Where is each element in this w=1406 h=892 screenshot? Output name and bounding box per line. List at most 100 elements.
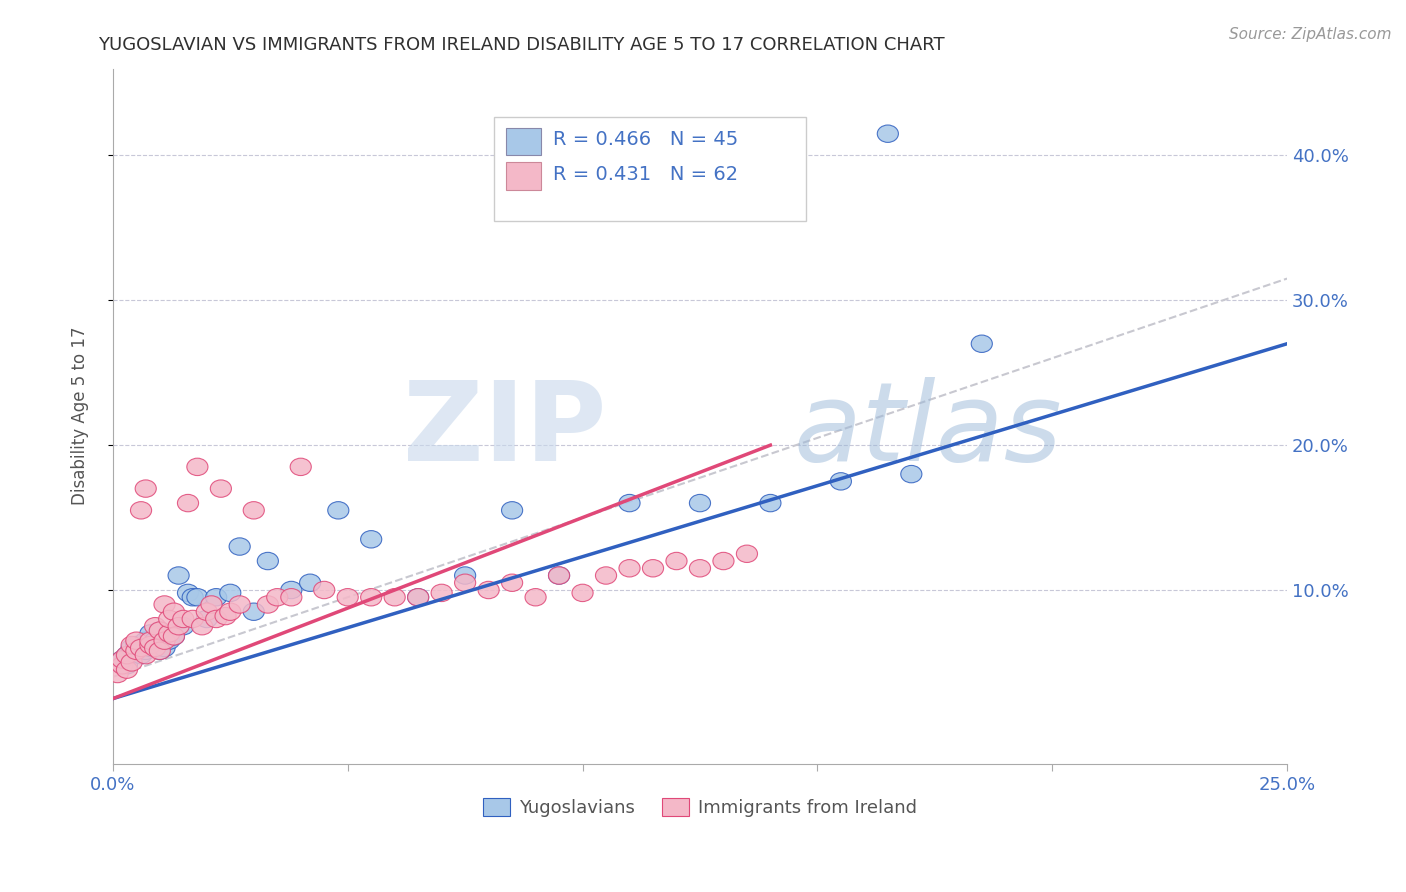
Ellipse shape <box>267 589 288 606</box>
Ellipse shape <box>619 559 640 577</box>
Ellipse shape <box>159 632 180 649</box>
Ellipse shape <box>135 647 156 664</box>
Ellipse shape <box>197 610 218 628</box>
Ellipse shape <box>243 501 264 519</box>
Ellipse shape <box>177 584 198 601</box>
Ellipse shape <box>111 651 132 668</box>
Ellipse shape <box>689 494 710 512</box>
Ellipse shape <box>145 617 166 635</box>
Ellipse shape <box>337 589 359 606</box>
Ellipse shape <box>243 603 264 621</box>
Ellipse shape <box>281 582 302 599</box>
Ellipse shape <box>219 584 240 601</box>
Ellipse shape <box>145 640 166 657</box>
Text: ZIP: ZIP <box>402 376 606 483</box>
FancyBboxPatch shape <box>495 117 806 221</box>
Ellipse shape <box>596 566 617 584</box>
Ellipse shape <box>135 480 156 498</box>
Ellipse shape <box>187 589 208 606</box>
Ellipse shape <box>131 501 152 519</box>
Ellipse shape <box>643 559 664 577</box>
Ellipse shape <box>117 661 138 678</box>
Ellipse shape <box>328 501 349 519</box>
Ellipse shape <box>145 632 166 649</box>
Ellipse shape <box>360 531 382 548</box>
Ellipse shape <box>135 632 156 649</box>
Ellipse shape <box>125 642 146 659</box>
Bar <box>506 162 541 190</box>
Ellipse shape <box>169 566 190 584</box>
Ellipse shape <box>360 589 382 606</box>
Ellipse shape <box>159 624 180 642</box>
Ellipse shape <box>149 622 170 640</box>
Ellipse shape <box>135 642 156 659</box>
Text: R = 0.431   N = 62: R = 0.431 N = 62 <box>553 165 738 184</box>
Ellipse shape <box>131 647 152 664</box>
Ellipse shape <box>159 610 180 628</box>
Ellipse shape <box>153 640 176 657</box>
Ellipse shape <box>163 628 184 645</box>
Ellipse shape <box>125 642 146 659</box>
Y-axis label: Disability Age 5 to 17: Disability Age 5 to 17 <box>72 327 89 506</box>
Ellipse shape <box>432 584 453 601</box>
Ellipse shape <box>139 640 162 657</box>
Ellipse shape <box>901 466 922 483</box>
Ellipse shape <box>281 589 302 606</box>
Ellipse shape <box>972 335 993 352</box>
Ellipse shape <box>117 647 138 664</box>
Ellipse shape <box>502 501 523 519</box>
Ellipse shape <box>257 552 278 570</box>
Ellipse shape <box>107 654 128 671</box>
Ellipse shape <box>299 574 321 591</box>
Ellipse shape <box>177 494 198 512</box>
Ellipse shape <box>205 589 226 606</box>
Ellipse shape <box>713 552 734 570</box>
Ellipse shape <box>145 636 166 654</box>
Ellipse shape <box>173 610 194 628</box>
Ellipse shape <box>215 607 236 624</box>
Ellipse shape <box>572 584 593 601</box>
Ellipse shape <box>187 458 208 475</box>
Ellipse shape <box>139 624 162 642</box>
Ellipse shape <box>524 589 546 606</box>
Ellipse shape <box>121 654 142 671</box>
Ellipse shape <box>111 651 132 668</box>
Ellipse shape <box>257 596 278 613</box>
Ellipse shape <box>502 574 523 591</box>
Ellipse shape <box>163 628 184 645</box>
Ellipse shape <box>125 636 146 654</box>
Ellipse shape <box>131 640 152 657</box>
Ellipse shape <box>205 610 226 628</box>
Ellipse shape <box>759 494 780 512</box>
Ellipse shape <box>619 494 640 512</box>
Ellipse shape <box>111 657 132 674</box>
Ellipse shape <box>384 589 405 606</box>
Ellipse shape <box>408 589 429 606</box>
Ellipse shape <box>197 603 218 621</box>
Ellipse shape <box>229 596 250 613</box>
Ellipse shape <box>548 566 569 584</box>
Text: R = 0.466   N = 45: R = 0.466 N = 45 <box>553 130 738 149</box>
Ellipse shape <box>183 589 204 606</box>
Ellipse shape <box>139 636 162 654</box>
Ellipse shape <box>689 559 710 577</box>
Ellipse shape <box>149 642 170 659</box>
Ellipse shape <box>153 596 176 613</box>
Ellipse shape <box>191 617 212 635</box>
Legend: Yugoslavians, Immigrants from Ireland: Yugoslavians, Immigrants from Ireland <box>475 790 924 824</box>
Ellipse shape <box>117 647 138 664</box>
Ellipse shape <box>201 596 222 613</box>
Ellipse shape <box>548 566 569 584</box>
Ellipse shape <box>159 624 180 642</box>
Ellipse shape <box>121 640 142 657</box>
Text: YUGOSLAVIAN VS IMMIGRANTS FROM IRELAND DISABILITY AGE 5 TO 17 CORRELATION CHART: YUGOSLAVIAN VS IMMIGRANTS FROM IRELAND D… <box>98 36 945 54</box>
Ellipse shape <box>666 552 688 570</box>
Ellipse shape <box>117 657 138 674</box>
Text: Source: ZipAtlas.com: Source: ZipAtlas.com <box>1229 27 1392 42</box>
Ellipse shape <box>149 642 170 659</box>
Ellipse shape <box>454 574 475 591</box>
Ellipse shape <box>831 473 852 490</box>
Ellipse shape <box>290 458 311 475</box>
Ellipse shape <box>877 125 898 143</box>
Ellipse shape <box>149 622 170 640</box>
